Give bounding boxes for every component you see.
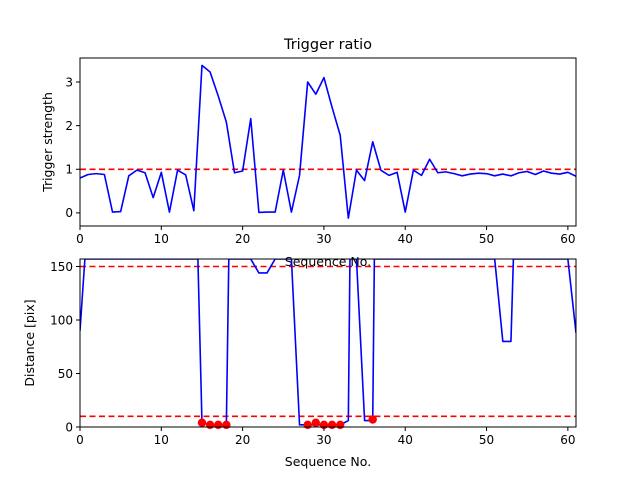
y-tick-label: 50: [58, 367, 73, 381]
axes-frame: [79, 258, 577, 428]
x-axis-ticks: 0 10 20 30 40 50 60: [76, 427, 576, 447]
y-tick-label: 1: [65, 163, 73, 177]
x-axis-label: Sequence No.: [285, 454, 371, 469]
chart-title: Trigger ratio: [283, 37, 372, 53]
x-tick-label: 50: [479, 433, 494, 447]
x-tick-label: 0: [76, 433, 84, 447]
y-tick-label: 2: [65, 119, 73, 133]
x-tick-label: 40: [398, 433, 413, 447]
y-tick-label: 0: [65, 206, 73, 220]
x-tick-label: 20: [235, 232, 250, 246]
x-tick-label: 10: [154, 433, 169, 447]
x-tick-label: 50: [479, 232, 494, 246]
x-tick-label: 30: [316, 433, 331, 447]
distance-plot: 0 10 20 30 40 50 60 0 50 100 150 Sequence No. Dis…: [22, 258, 577, 469]
x-tick-label: 10: [154, 232, 169, 246]
x-tick-label: 20: [235, 433, 250, 447]
series-line: [80, 64, 576, 219]
data-point-marker: [368, 415, 377, 424]
y-axis-label: Trigger strength: [40, 92, 55, 193]
x-tick-label: 30: [316, 232, 331, 246]
y-tick-label: 100: [50, 313, 73, 327]
x-tick-label: 0: [76, 232, 84, 246]
x-tick-label: 60: [560, 433, 575, 447]
y-axis-ticks: 0 50 100 150: [50, 260, 80, 434]
y-tick-label: 150: [50, 260, 73, 274]
y-tick-label: 3: [65, 75, 73, 89]
x-axis-ticks: 0 10 20 30 40 50 60: [76, 226, 576, 246]
data-point-marker: [311, 418, 321, 427]
threshold-lines: [80, 265, 576, 418]
x-tick-label: 40: [398, 232, 413, 246]
axes-frame: [79, 57, 577, 227]
x-tick-label: 60: [560, 232, 575, 246]
y-axis-label: Distance [pix]: [22, 299, 37, 386]
y-tick-label: 0: [65, 420, 73, 434]
series-lines: [80, 64, 576, 219]
data-point-marker: [197, 418, 207, 427]
y-axis-ticks: 0 1 2 3: [65, 75, 80, 220]
